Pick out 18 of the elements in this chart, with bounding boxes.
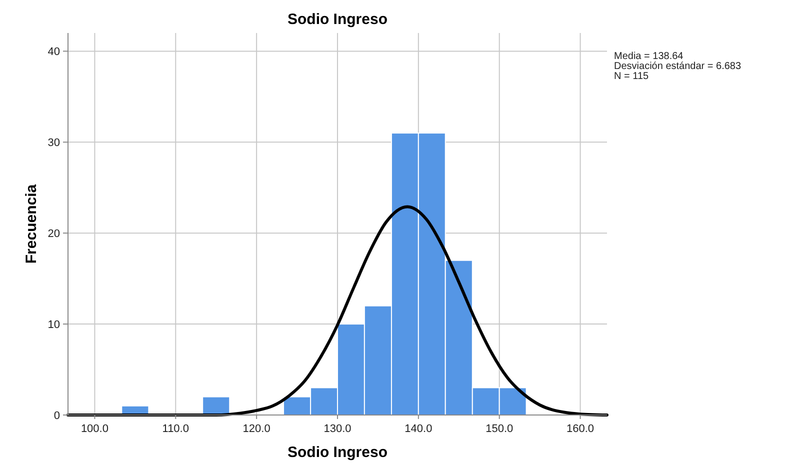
y-tick-label: 30 [48, 136, 60, 149]
x-tick-label: 120.0 [242, 423, 270, 435]
x-tick-label: 140.0 [404, 423, 432, 435]
y-tick-label: 10 [48, 318, 60, 331]
text: N = 115 [614, 71, 649, 82]
x-tick-label: 100.0 [80, 423, 108, 435]
y-tick-label: 20 [48, 228, 60, 240]
x-axis-title: Sodio Ingreso [287, 444, 388, 461]
chart-title: Sodio Ingreso [287, 11, 388, 28]
text: Desviación estándar = 6.683 [614, 61, 742, 72]
x-tick-label: 110.0 [162, 423, 189, 435]
text: Media = 138.64 [614, 51, 684, 62]
y-tick-label: 0 [54, 410, 60, 422]
x-tick-label: 160.0 [566, 423, 594, 435]
x-tick-label: 150.0 [486, 423, 514, 435]
x-tick-label: 130.0 [324, 423, 352, 435]
y-tick-label: 40 [48, 46, 60, 58]
y-axis-title: Frecuencia [23, 184, 40, 264]
